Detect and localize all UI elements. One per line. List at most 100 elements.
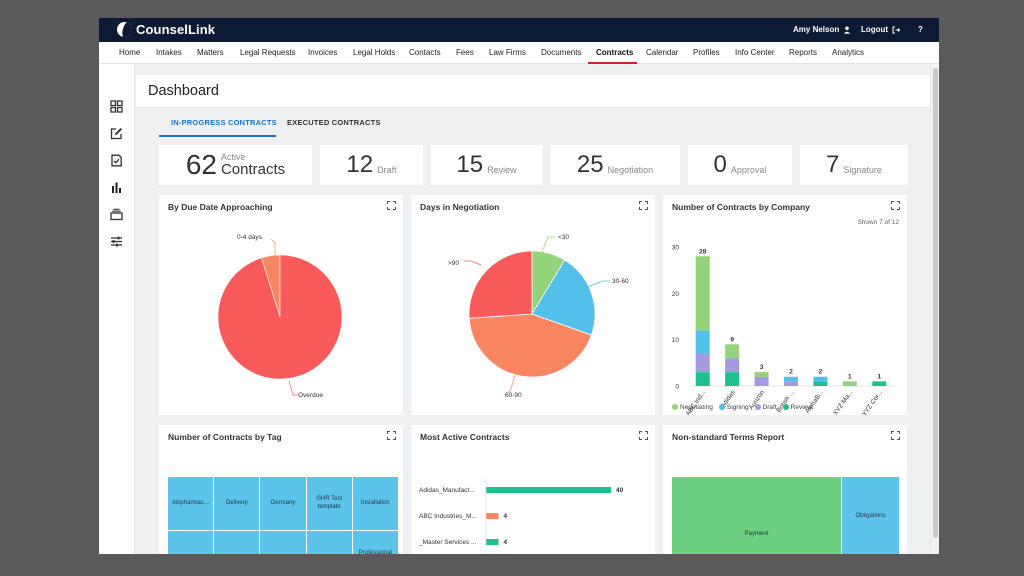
bar-category-label: Adidas_Manufact...: [419, 487, 475, 494]
nav-calendar[interactable]: Calendar: [646, 48, 679, 57]
legend-item[interactable]: Negotiating: [672, 404, 713, 411]
checklist-icon[interactable]: [110, 154, 123, 167]
tag-cell[interactable]: Germany: [260, 477, 306, 530]
legend-item[interactable]: Signing: [718, 404, 749, 411]
nav-info-center[interactable]: Info Center: [735, 48, 775, 57]
legend-item[interactable]: Draft: [754, 404, 777, 411]
page-title: Dashboard: [148, 83, 219, 99]
tag-cell[interactable]: Onsite: [260, 531, 306, 554]
nav-profiles[interactable]: Profiles: [693, 48, 720, 57]
tag-cell[interactable]: Delivery: [214, 477, 260, 530]
nav-legal-requests[interactable]: Legal Requests: [240, 48, 296, 57]
y-tick-label: 30: [672, 245, 680, 252]
nav-invoices[interactable]: Invoices: [308, 48, 338, 57]
edit-icon[interactable]: [110, 127, 123, 140]
stat-negotiation-value: 25: [576, 151, 604, 178]
pie-leader-line: [270, 238, 276, 255]
stat-negotiation[interactable]: 25 Negotiation: [550, 145, 680, 185]
pie-label: <30: [558, 234, 569, 241]
bar-segment: [754, 372, 769, 377]
treemap-obligations[interactable]: Obligations: [842, 477, 899, 554]
nav-matters[interactable]: Matters: [197, 48, 224, 57]
help-button[interactable]: ?: [918, 25, 923, 34]
tag-cell[interactable]: GHR Test template: [306, 477, 352, 530]
stat-active-value: 62: [185, 149, 217, 180]
tag-cell[interactable]: Professional Services: [352, 531, 398, 554]
app-logo[interactable]: CounselLink: [117, 22, 215, 37]
expand-icon[interactable]: [891, 431, 900, 440]
stat-review[interactable]: 15 Review: [431, 145, 542, 185]
tab-executed-contracts[interactable]: EXECUTED CONTRACTS: [287, 118, 381, 127]
bar-segment: [784, 381, 798, 386]
tag-cell[interactable]: Installation: [352, 477, 398, 530]
nav-fees[interactable]: Fees: [456, 48, 474, 57]
nav-reports[interactable]: Reports: [789, 48, 818, 57]
bar-segment: [813, 376, 828, 382]
bar: [486, 539, 499, 545]
expand-icon[interactable]: [891, 201, 900, 210]
stat-approval[interactable]: 0 Approval: [688, 145, 792, 185]
pie-leader-line: [507, 374, 516, 394]
stat-active-label: Contracts: [220, 161, 286, 178]
stat-review-label: Review: [487, 164, 517, 175]
nav-legal-holds[interactable]: Legal Holds: [353, 48, 396, 57]
negotiation-days-pie-chart: <30 30-60 60-90 >90: [448, 234, 629, 399]
nav-intakes[interactable]: Intakes: [156, 48, 182, 57]
logout-button[interactable]: Logout: [861, 25, 901, 34]
bar-segment: [725, 344, 740, 359]
sliders-icon[interactable]: [110, 235, 123, 248]
pie-leader-line: [541, 236, 555, 253]
expand-icon[interactable]: [387, 201, 396, 210]
user-icon: [844, 26, 851, 34]
nav-contacts[interactable]: Contacts: [409, 48, 441, 57]
panel-contracts-by-company: Number of Contracts by Company Shown 7 o…: [663, 195, 907, 415]
panel-due-date: By Due Date Approaching 0-4 days Overdue: [159, 195, 403, 415]
user-menu[interactable]: Amy Nelson: [793, 25, 851, 34]
stat-signature[interactable]: 7 Signature: [800, 145, 908, 185]
pie-leader-line: [288, 380, 297, 396]
tab-in-progress-contracts[interactable]: IN-PROGRESS CONTRACTS: [171, 118, 277, 127]
due-date-pie-chart: 0-4 days Overdue: [217, 234, 343, 399]
bar: [486, 513, 499, 519]
tag-cell[interactable]: COA: [168, 531, 214, 554]
stat-active-contracts[interactable]: 62 Active Contracts: [159, 145, 312, 185]
tag-cell[interactable]: PDF: [306, 531, 352, 554]
bar-segment: [813, 381, 828, 386]
stat-draft[interactable]: 12 Draft: [320, 145, 423, 185]
stat-signature-value: 7: [826, 151, 840, 178]
legend-item[interactable]: Review: [782, 404, 812, 411]
nav-contracts[interactable]: Contracts: [596, 48, 634, 57]
bar-value-label: 4: [504, 513, 508, 520]
bar-segment: [695, 353, 710, 373]
panel-title: By Due Date Approaching: [168, 202, 273, 212]
bar-segment: [725, 358, 740, 373]
nav-documents[interactable]: Documents: [541, 48, 582, 57]
bar-segment: [695, 256, 710, 331]
tag-cell[interactable]: Manufactur...: [214, 531, 260, 554]
chart-legend: Negotiating Signing Draft Review: [672, 404, 812, 411]
bar-category-label: _Master Services ...: [418, 539, 477, 546]
user-name: Amy Nelson: [793, 25, 840, 34]
y-tick-label: 10: [672, 337, 680, 344]
logout-label: Logout: [861, 25, 889, 34]
y-tick-label: 0: [675, 384, 679, 391]
expand-icon[interactable]: [639, 431, 648, 440]
expand-icon[interactable]: [639, 201, 648, 210]
bar-value-label: 40: [616, 487, 624, 494]
bar-chart-icon[interactable]: [110, 181, 123, 194]
dashboard-grid-icon[interactable]: [110, 100, 123, 113]
tag-cell[interactable]: biopharmac...: [168, 477, 214, 530]
x-tick-label: YYZ Cor...: [861, 389, 884, 415]
page-scrollbar[interactable]: [930, 64, 939, 554]
bar-total-label: 28: [699, 248, 707, 255]
stack-icon[interactable]: [110, 208, 123, 221]
nav-law-firms[interactable]: Law Firms: [489, 48, 526, 57]
nav-home[interactable]: Home: [119, 48, 141, 57]
bar-segment: [784, 376, 798, 382]
scrollbar-thumb[interactable]: [933, 68, 938, 538]
treemap-payment[interactable]: Payment: [672, 477, 841, 554]
stat-approval-value: 0: [713, 151, 727, 178]
nav-analytics[interactable]: Analytics: [832, 48, 865, 57]
expand-icon[interactable]: [387, 431, 396, 440]
panel-title: Number of Contracts by Tag: [168, 432, 282, 442]
